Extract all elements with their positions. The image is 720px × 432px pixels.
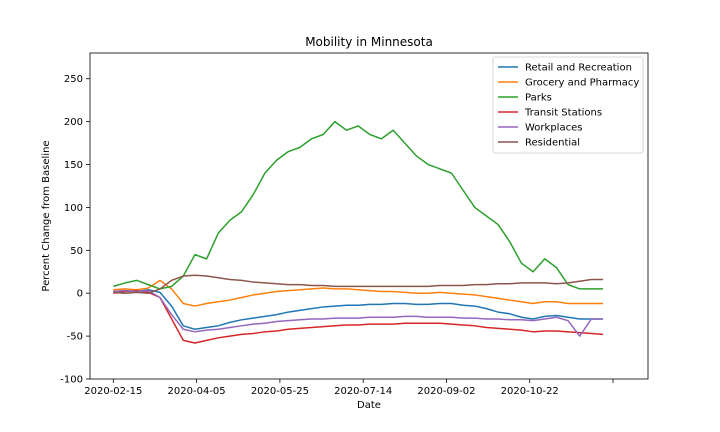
series-line-3 bbox=[113, 289, 604, 344]
series-line-2 bbox=[113, 120, 604, 290]
y-tick-label: 150 bbox=[64, 160, 83, 171]
legend: Retail and Recreation Grocery and Pharmac… bbox=[492, 56, 644, 154]
x-tick-label: 2020-05-25 bbox=[251, 386, 309, 397]
legend-label: Transit Stations bbox=[524, 108, 602, 119]
y-tick-label: 200 bbox=[64, 117, 83, 128]
series-line-4 bbox=[113, 289, 604, 337]
plot-frame bbox=[89, 52, 649, 380]
x-tick-label: 2020-09-02 bbox=[417, 386, 475, 397]
legend-label: Grocery and Pharmacy bbox=[525, 78, 639, 89]
y-tick-label: 0 bbox=[77, 289, 83, 300]
series-line-0 bbox=[113, 289, 604, 330]
legend-label: Workplaces bbox=[525, 123, 582, 134]
x-axis-label: Date bbox=[357, 400, 381, 411]
x-tick-label: 2020-04-05 bbox=[168, 386, 226, 397]
y-axis-label: Percent Change from Baseline bbox=[41, 140, 52, 291]
series-line-5 bbox=[113, 274, 604, 294]
y-tick-label: 50 bbox=[70, 246, 83, 257]
chart-title: Mobility in Minnesota bbox=[305, 35, 433, 49]
legend-label: Parks bbox=[525, 93, 552, 104]
x-tick-label: 2020-02-15 bbox=[84, 386, 142, 397]
series-line-1 bbox=[113, 279, 604, 307]
legend-box bbox=[492, 56, 644, 154]
legend-label: Retail and Recreation bbox=[525, 63, 632, 74]
y-tick-label: 250 bbox=[64, 74, 83, 85]
y-tick-label: 100 bbox=[64, 203, 83, 214]
y-tick-label: -100 bbox=[60, 375, 83, 386]
x-tick-label: 2020-07-14 bbox=[334, 386, 392, 397]
plot-area: -100 -50 0 50 100 150 200 250 2020-02-15 2020-04-… bbox=[60, 52, 649, 397]
legend-label: Residential bbox=[525, 138, 580, 149]
x-tick-label: 2020-10-22 bbox=[501, 386, 559, 397]
y-tick-label: -50 bbox=[67, 332, 83, 343]
